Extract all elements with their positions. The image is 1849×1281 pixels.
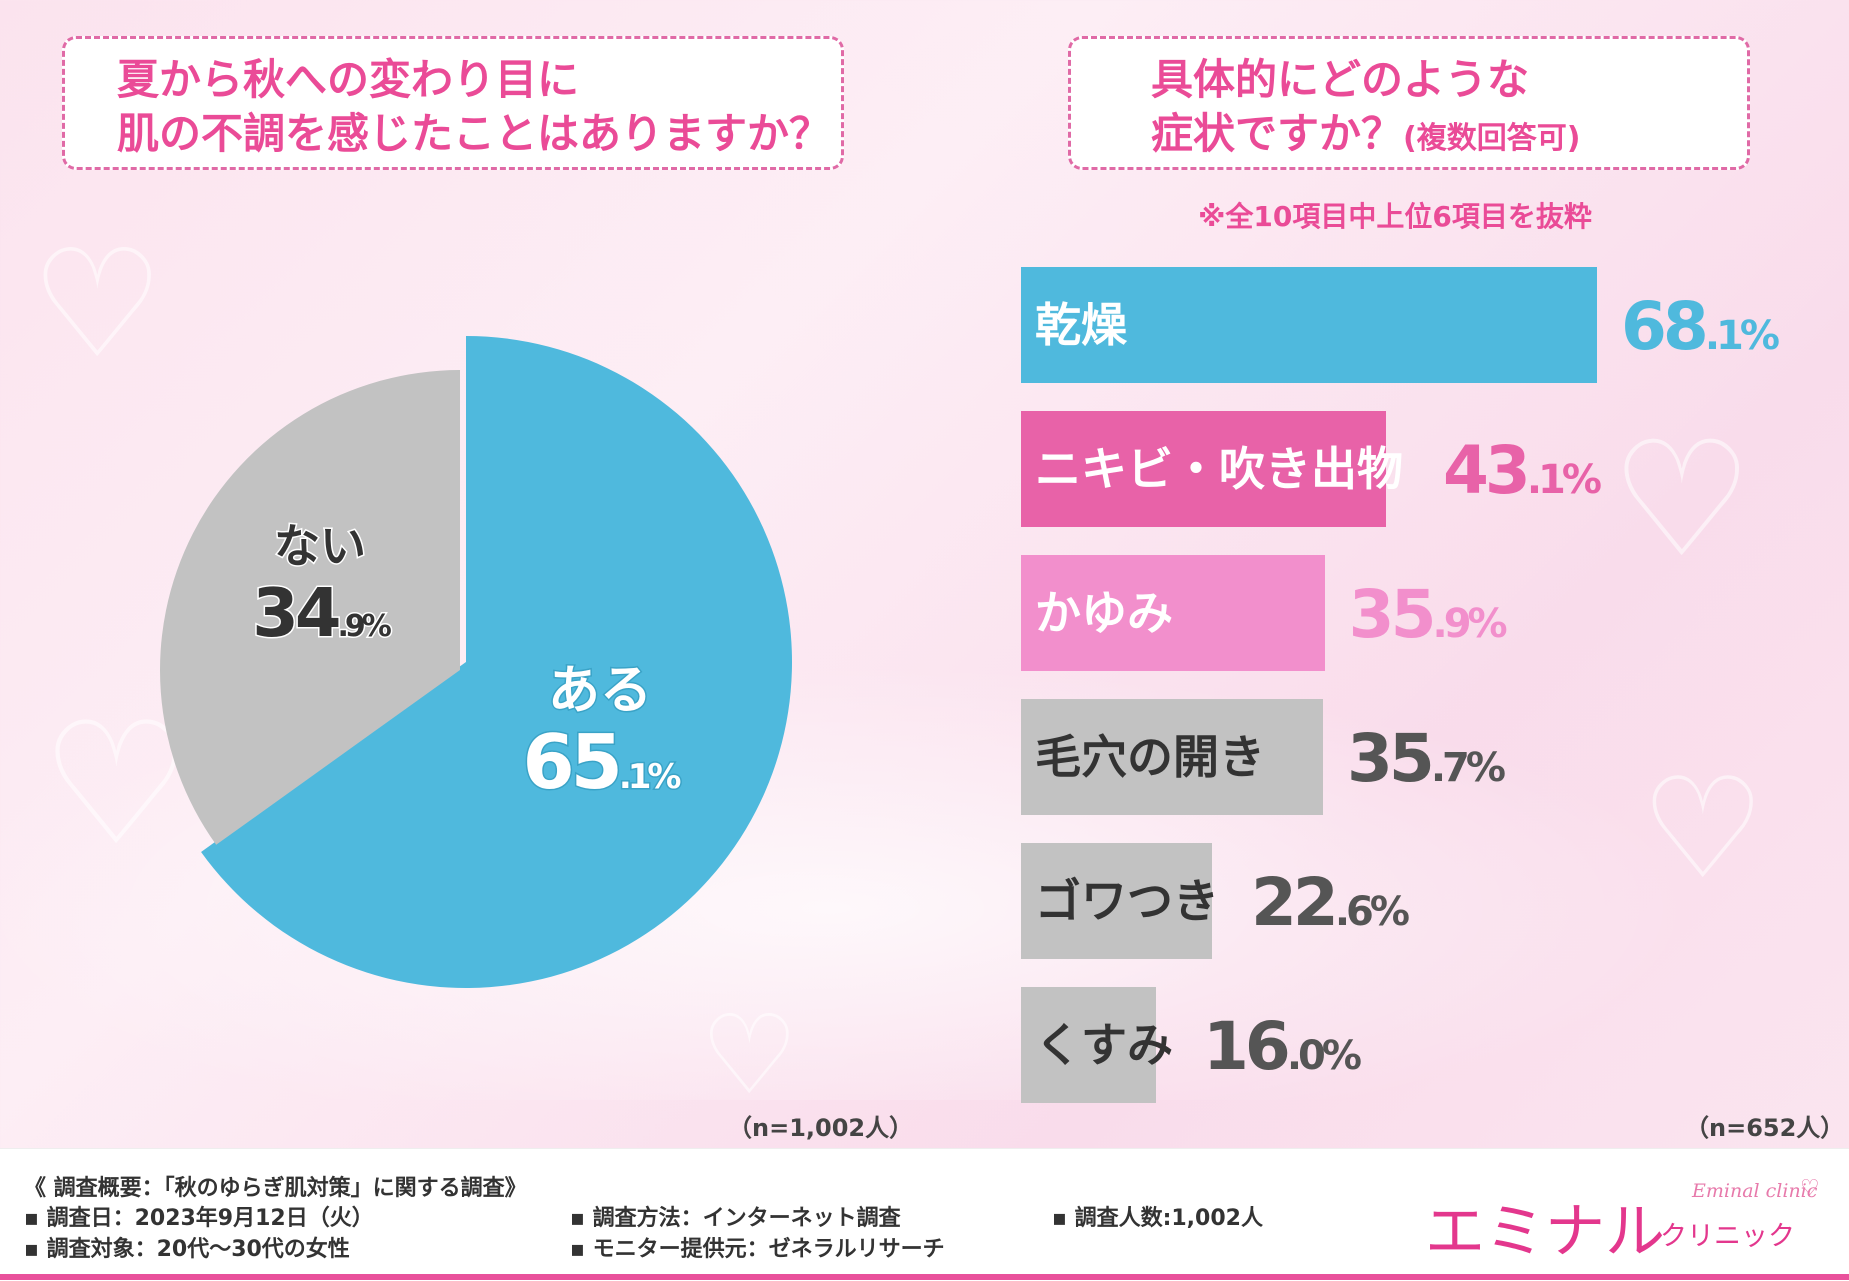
bar-2 [1021,411,1386,527]
bar-3 [1021,555,1325,671]
bar-question-box: 具体的にどのような 症状ですか？(複数回答可) [1068,36,1750,170]
pie-question-box: 夏から秋への変わり目に 肌の不調を感じたことはありますか？ [62,36,844,170]
pie-slice-value: 65.1% [522,718,680,806]
pie-slice-aru [201,336,792,989]
bar-5 [1021,843,1213,959]
bar-label: 乾燥 [1035,298,1127,352]
pie-question-line1: 夏から秋への変わり目に [117,55,580,104]
survey-summary: 《 調査概要：「秋のゆらぎ肌対策」に関する調査》 [24,1176,527,1201]
survey-target: 調査対象：20代〜30代の女性 [24,1231,350,1263]
bar-1 [1021,267,1597,383]
brand-logo-main: エミナル [1425,1197,1665,1267]
pie-slice-label: ある [548,661,652,721]
bar-value: 35.7% [1346,720,1506,797]
bar-value: 43.1% [1443,432,1602,509]
bar-question-line1: 具体的にどのような [1151,55,1530,104]
bar-question-line2: 症状ですか？(複数回答可) [1151,107,1717,166]
pie-slice-label: ない [274,519,366,573]
bar-label: ニキビ・吹き出物 [1035,442,1403,496]
bar-question-line2-small: (複数回答可) [1403,121,1581,156]
pie-slice-nai [159,370,460,845]
bar-label: くすみ [1035,1018,1173,1072]
bar-sample-size: （n=652人） [1685,1114,1845,1142]
bar-6 [1021,987,1157,1103]
excerpt-note: ※全10項目中上位6項目を抜粋 [1198,200,1592,233]
survey-method: 調査方法：インターネット調査 [570,1200,901,1232]
pie-sample-size: （n=1,002人） [728,1114,914,1142]
bottom-accent-line [0,1274,1849,1280]
pie-question-line2: 肌の不調を感じたことはありますか？ [117,109,832,158]
bar-label: かゆみ [1035,586,1173,640]
bar-question-line2-main: 症状ですか？ [1151,109,1404,158]
survey-count: 調査人数:1,002人 [1052,1200,1263,1232]
bar-value: 35.9% [1348,576,1508,653]
heart-icon: ♡ [1800,1176,1820,1201]
bar-label: ゴワつき [1035,874,1219,928]
bar-value: 16.0% [1203,1008,1362,1085]
bar-value: 22.6% [1251,864,1410,941]
bar-value: 68.1% [1621,288,1780,365]
survey-provider: モニター提供元：ゼネラルリサーチ [570,1231,945,1263]
bar-4 [1021,699,1323,815]
bar-label: 毛穴の開き [1035,730,1265,784]
pie-slice-value: 34.9% [252,574,392,652]
survey-date: 調査日：2023年9月12日（火） [24,1200,374,1232]
brand-logo-english: Eminal clinic [1692,1180,1818,1202]
brand-logo-kana: クリニック [1660,1221,1795,1252]
